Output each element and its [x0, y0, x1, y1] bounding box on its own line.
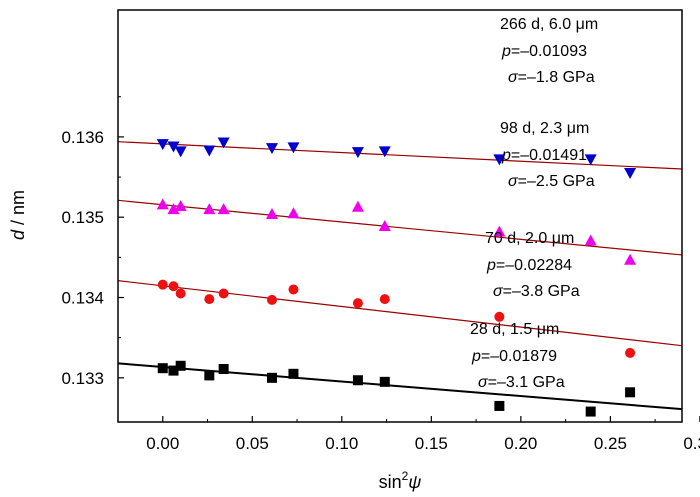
data-point [156, 198, 169, 210]
data-point [624, 253, 637, 265]
data-point [168, 365, 179, 376]
x-tick-label: 0.20 [504, 434, 537, 453]
annotations: 266 d, 6.0 μm p=–0.01093 σ=–1.8 GPa 98 d, 2… [470, 16, 598, 391]
y-tick-label: 0.134 [61, 289, 104, 308]
data-point [585, 406, 596, 417]
axis-ticks: 0.00 0.05 0.10 0.15 0.20 0.25 0.30 0.133 0.134 0.… [61, 96, 700, 453]
annotation-sample: 70 d, 2.0 μm [485, 230, 574, 247]
data-point [266, 294, 277, 305]
data-point [351, 200, 364, 212]
y-tick-label: 0.133 [61, 369, 104, 388]
plot-frame [117, 9, 683, 423]
data-point [156, 139, 169, 151]
data-point [217, 203, 230, 215]
data-point [378, 146, 391, 158]
data-point [266, 372, 277, 383]
data-point [167, 141, 180, 153]
data-point [624, 168, 637, 180]
data-point [287, 207, 300, 219]
data-point [584, 234, 597, 246]
data-point [493, 154, 506, 166]
x-tick-label: 0.30 [683, 434, 700, 453]
annotation-slope: p=–0.01093 [501, 43, 587, 60]
annotation-slope: p=–0.02284 [486, 257, 572, 274]
data-point [218, 363, 229, 374]
data-point [167, 203, 180, 215]
data-point [625, 347, 636, 358]
x-tick-label: 0.00 [146, 434, 179, 453]
fit-line [117, 280, 683, 347]
y-axis-label: d / nm [8, 190, 28, 240]
annotation-stress: σ=–2.5 GPa [508, 173, 595, 190]
data-point [157, 279, 168, 290]
data-point [287, 142, 300, 154]
fit-line [117, 362, 683, 411]
data-point [217, 137, 230, 149]
data-point [494, 311, 505, 322]
data-point [494, 400, 505, 411]
data-points [156, 137, 637, 417]
data-point [174, 146, 187, 158]
data-point [204, 294, 215, 305]
annotation-stress: σ=–3.1 GPa [478, 374, 565, 391]
data-point [175, 360, 186, 371]
data-point [218, 288, 229, 299]
annotation-sample: 266 d, 6.0 μm [500, 16, 598, 33]
data-point [204, 370, 215, 381]
x-tick-label: 0.25 [594, 434, 627, 453]
data-point [379, 376, 390, 387]
data-point [157, 363, 168, 374]
data-point [168, 281, 179, 292]
annotation-sample: 28 d, 1.5 μm [470, 321, 559, 338]
x-tick-label: 0.05 [236, 434, 269, 453]
data-point [352, 375, 363, 386]
data-point [493, 225, 506, 237]
data-point [288, 284, 299, 295]
data-point [288, 368, 299, 379]
data-point [203, 203, 216, 215]
data-point [265, 207, 278, 219]
annotation-stress: σ=–1.8 GPa [508, 69, 595, 86]
fit-line [117, 141, 683, 170]
data-point [378, 220, 391, 232]
data-point [625, 387, 636, 398]
data-point [352, 298, 363, 309]
annotation-slope: p=–0.01879 [471, 348, 557, 365]
data-point [351, 147, 364, 159]
annotation-stress: σ=–3.8 GPa [493, 283, 580, 300]
data-point [203, 145, 216, 157]
annotation-slope: p=–0.01491 [501, 147, 587, 164]
y-tick-label: 0.135 [61, 208, 104, 227]
fit-line [117, 199, 683, 256]
data-point [175, 288, 186, 299]
x-tick-label: 0.15 [415, 434, 448, 453]
x-axis-label: sin2ψ [379, 469, 422, 492]
x-tick-label: 0.10 [325, 434, 358, 453]
data-point [174, 199, 187, 211]
data-point [584, 154, 597, 166]
fit-lines [117, 141, 683, 411]
data-point [379, 294, 390, 305]
annotation-sample: 98 d, 2.3 μm [500, 120, 589, 137]
data-point [265, 143, 278, 155]
y-tick-label: 0.136 [61, 128, 104, 147]
